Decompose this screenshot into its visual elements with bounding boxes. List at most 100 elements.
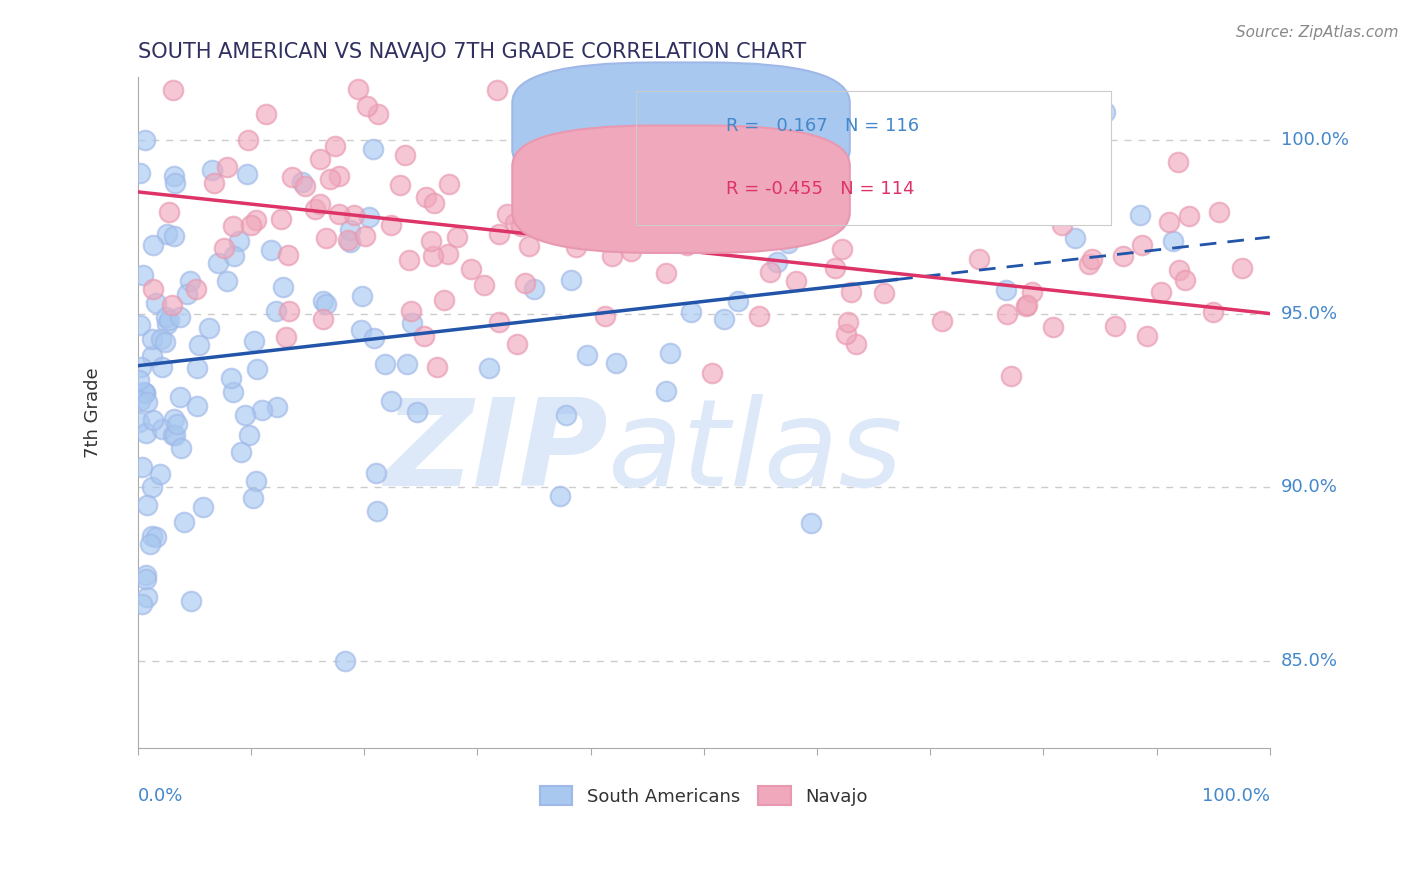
Point [568,112,591,127]
Point [1081,252,1104,266]
Point [222,384,245,399]
Point [472,277,495,292]
Point [589,145,612,159]
Point [356,99,378,113]
Point [156,227,179,241]
Text: 90.0%: 90.0% [1281,478,1337,496]
Point [399,304,422,318]
Point [184,282,207,296]
Point [180,594,202,608]
Point [142,282,165,296]
Point [581,208,603,222]
Point [831,242,853,256]
Point [837,315,859,329]
Point [235,167,257,181]
Point [350,289,373,303]
Point [128,318,150,333]
Point [496,207,519,221]
Point [328,206,350,220]
Point [363,331,385,345]
Point [157,204,180,219]
Point [315,231,337,245]
Point [186,360,208,375]
Point [132,385,155,400]
Point [488,227,510,241]
Point [339,223,361,237]
Point [1130,238,1153,252]
Text: SOUTH AMERICAN VS NAVAJO 7TH GRADE CORRELATION CHART: SOUTH AMERICAN VS NAVAJO 7TH GRADE CORRE… [138,42,806,62]
Point [636,183,658,197]
Point [309,196,332,211]
Point [328,169,350,183]
Point [135,498,157,512]
Point [714,217,737,231]
Point [354,228,377,243]
Point [1178,209,1201,223]
Point [1015,298,1038,312]
Point [1021,285,1043,299]
Point [139,537,162,551]
Point [529,182,551,196]
Point [134,386,156,401]
Point [1159,214,1181,228]
Text: 95.0%: 95.0% [1281,304,1339,323]
Point [264,303,287,318]
Point [141,529,163,543]
Point [157,313,180,327]
Point [488,315,510,329]
Point [170,442,193,456]
Point [278,304,301,318]
Point [270,211,292,226]
Point [620,244,643,258]
Point [163,229,186,244]
Point [238,133,260,147]
Point [153,334,176,349]
Point [254,107,277,121]
Point [131,597,153,611]
Point [149,467,172,481]
Point [515,276,537,290]
Point [333,654,356,668]
Text: 85.0%: 85.0% [1281,652,1339,670]
Point [437,247,460,261]
Point [343,208,366,222]
Point [554,408,576,422]
Point [605,355,627,369]
Point [389,178,412,192]
Point [155,310,177,324]
Point [808,151,831,165]
Point [142,238,165,252]
Point [276,330,298,344]
Point [202,176,225,190]
Point [967,252,990,266]
Point [242,491,264,505]
Point [1050,218,1073,232]
Point [160,298,183,312]
Point [273,279,295,293]
Point [134,386,156,401]
Point [361,142,384,156]
Point [131,460,153,475]
Point [240,218,263,232]
Point [162,83,184,97]
Point [1168,262,1191,277]
Point [128,373,150,387]
Point [676,237,699,252]
Point [193,500,215,514]
Point [374,357,396,371]
Point [785,275,807,289]
Point [778,235,800,250]
Point [366,466,388,480]
Point [395,357,418,371]
Point [731,156,754,170]
Point [1094,105,1116,120]
Point [394,148,416,162]
Point [503,216,526,230]
Point [197,321,219,335]
Point [222,249,245,263]
Point [141,480,163,494]
Point [426,360,449,375]
Point [679,305,702,319]
Point [1230,261,1253,276]
Point [800,516,823,530]
